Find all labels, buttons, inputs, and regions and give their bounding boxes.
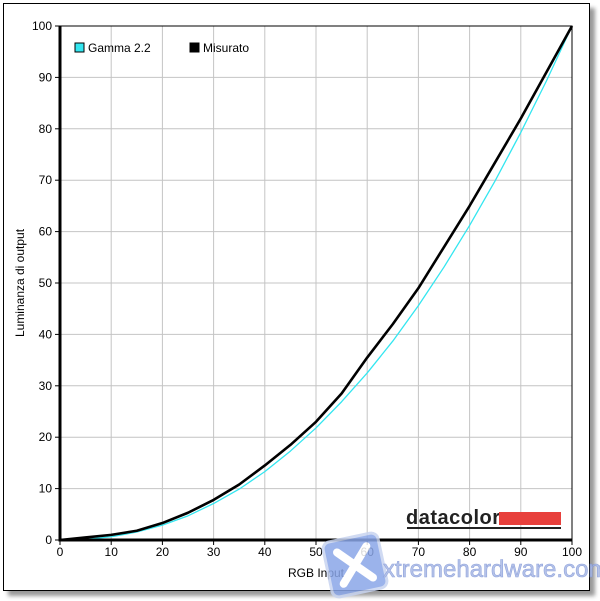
y-tick-label: 10 (39, 482, 53, 496)
x-tick-label: 30 (207, 545, 221, 559)
grid (59, 25, 573, 541)
x-tick-label: 50 (309, 545, 323, 559)
x-tick-label: 100 (562, 545, 582, 559)
x-tick-label: 80 (463, 545, 477, 559)
y-tick-label: 50 (39, 276, 53, 290)
legend-label: Gamma 2.2 (88, 41, 151, 55)
y-tick-label: 0 (45, 533, 52, 547)
y-axis-label: Luminanza di output (13, 228, 27, 337)
y-tick-label: 40 (39, 327, 53, 341)
x-tick-label: 10 (105, 545, 119, 559)
chart-frame (3, 3, 590, 591)
x-tick-label: 0 (57, 545, 64, 559)
y-tick-label: 70 (39, 173, 53, 187)
x-tick-label: 90 (514, 545, 528, 559)
x-tick-label: 40 (258, 545, 272, 559)
y-tick-label: 60 (39, 225, 53, 239)
y-tick-label: 20 (39, 430, 53, 444)
x-tick-label: 20 (156, 545, 170, 559)
y-tick-label: 90 (39, 70, 53, 84)
series-line-measured (59, 25, 574, 542)
series-lines (59, 25, 574, 542)
x-tick-label: 70 (412, 545, 426, 559)
axes (55, 25, 573, 545)
y-tick-label: 100 (32, 19, 52, 33)
legend-swatch (74, 42, 85, 53)
series-line-gamma (59, 25, 573, 541)
legend: Gamma 2.2 Misurato (74, 41, 249, 55)
logo-text: datacolor (406, 507, 501, 529)
watermark: xtremehardware.com (321, 531, 600, 599)
logo-underline (407, 527, 561, 529)
datacolor-logo: datacolor (406, 507, 561, 529)
logo-bar (499, 512, 561, 525)
y-tick-label: 30 (39, 379, 53, 393)
legend-label: Misurato (203, 41, 249, 55)
tick-labels: 0102030405060708090100010203040506070809… (32, 19, 582, 559)
legend-swatch (189, 42, 200, 53)
y-tick-label: 80 (39, 122, 53, 136)
watermark-text: xtremehardware.com (383, 556, 600, 583)
